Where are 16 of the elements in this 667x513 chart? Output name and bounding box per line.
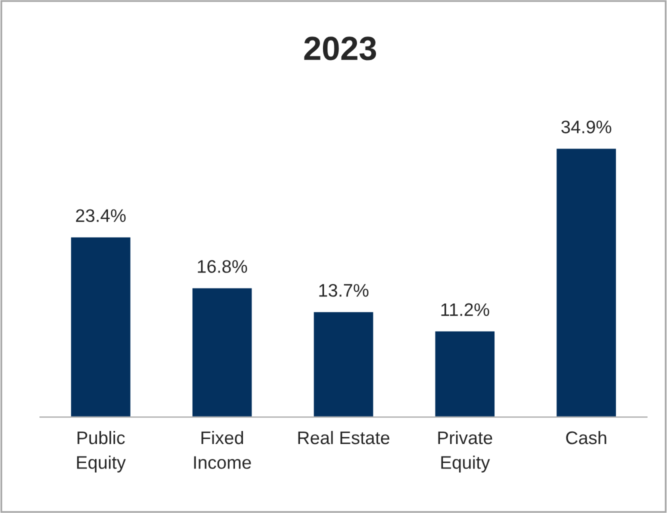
data-label: 11.2%: [441, 303, 490, 316]
chart-title: 2023: [304, 36, 376, 60]
x-tick-label: Private Equity: [438, 430, 492, 472]
bar: [70, 236, 132, 418]
data-label: 13.7%: [319, 284, 368, 297]
data-label: 23.4%: [76, 209, 126, 222]
bar: [191, 286, 254, 418]
bar: [555, 147, 618, 418]
data-label: 16.8%: [198, 260, 248, 273]
x-tick-label: Cash: [566, 430, 606, 444]
bar: [312, 310, 375, 418]
bar: [434, 330, 496, 418]
data-label: 34.9%: [561, 120, 612, 134]
x-tick-label: Real Estate: [298, 430, 390, 444]
x-tick-label: Public Equity: [77, 430, 126, 472]
x-tick-label: Fixed Income: [194, 430, 251, 469]
